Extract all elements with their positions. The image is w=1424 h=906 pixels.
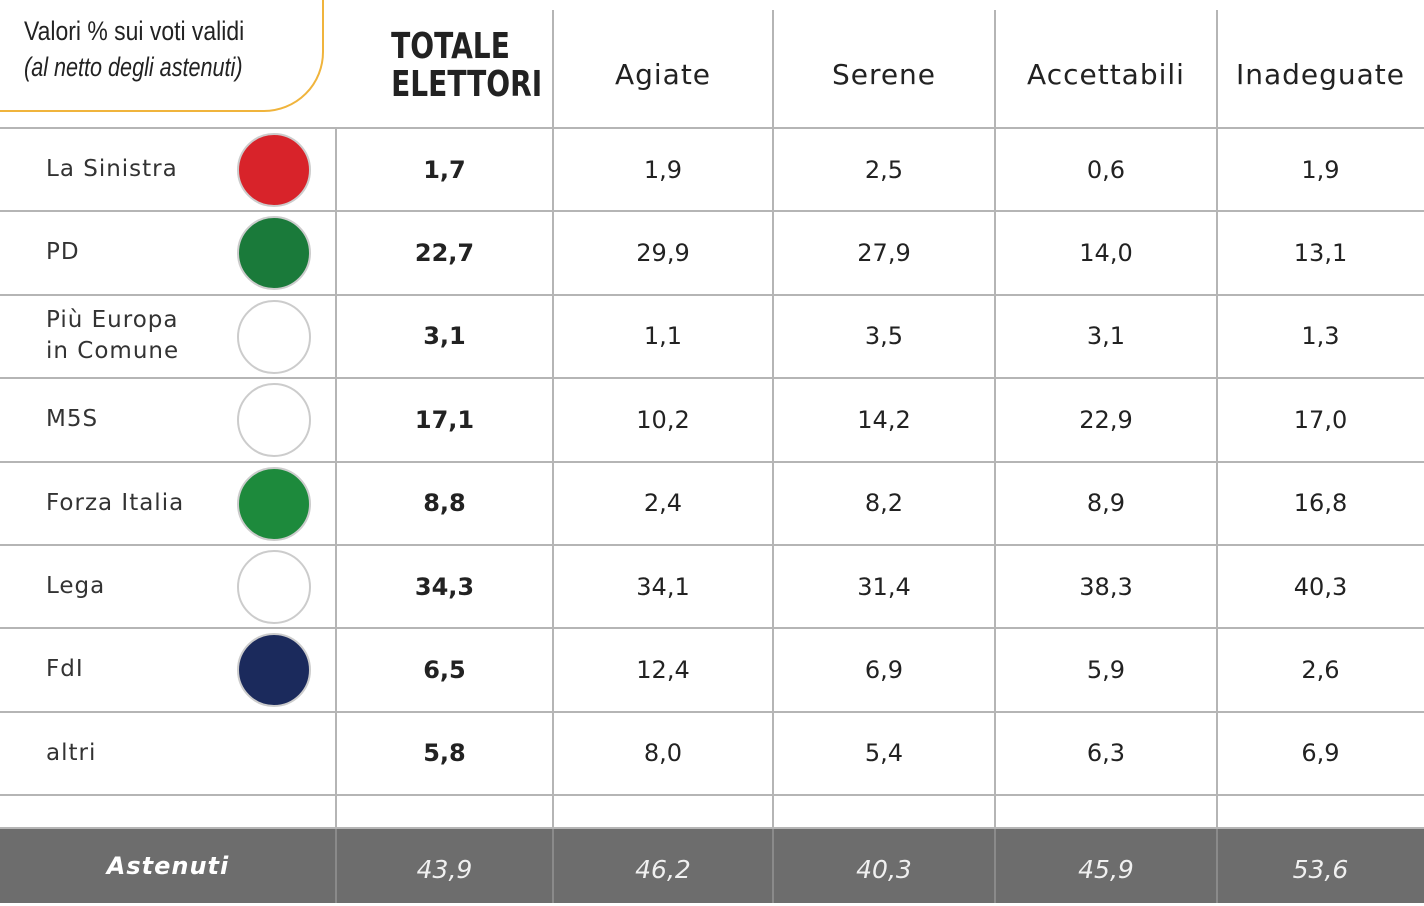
party-logo bbox=[237, 299, 311, 374]
value: 6,9 bbox=[1301, 739, 1340, 768]
h-line bbox=[0, 627, 1424, 630]
party-name: La Sinistra bbox=[46, 156, 178, 182]
value: 2,6 bbox=[1301, 655, 1340, 684]
value: 8,2 bbox=[864, 489, 904, 518]
value: 16,8 bbox=[1293, 489, 1348, 518]
value: 14,2 bbox=[857, 405, 911, 434]
value: 34,1 bbox=[636, 572, 690, 601]
v-line bbox=[552, 829, 554, 903]
value: 6,5 bbox=[423, 655, 466, 684]
h-line bbox=[0, 710, 1424, 713]
party-name: M5S bbox=[46, 406, 99, 433]
value: 6,3 bbox=[1086, 739, 1126, 768]
value: 40,3 bbox=[1293, 572, 1348, 601]
total-header: TOTALE ELETTORI bbox=[391, 26, 543, 105]
value: 1,3 bbox=[1301, 322, 1340, 351]
party-logo bbox=[237, 216, 311, 291]
value: 17,0 bbox=[1293, 405, 1348, 434]
h-line bbox=[0, 127, 1424, 129]
v-line bbox=[335, 829, 337, 903]
party-logo bbox=[237, 133, 311, 207]
value: 29,9 bbox=[636, 238, 690, 267]
party-logo bbox=[237, 466, 311, 541]
h-line bbox=[0, 544, 1424, 546]
value: 1,9 bbox=[1301, 155, 1340, 184]
value: 3,1 bbox=[1086, 322, 1126, 351]
value: 8,0 bbox=[643, 739, 683, 768]
value: 38,3 bbox=[1079, 572, 1133, 601]
note-box bbox=[0, 0, 324, 112]
column-header: Agiate bbox=[614, 57, 712, 91]
value: 5,9 bbox=[1086, 655, 1126, 684]
party-name: Lega bbox=[46, 573, 106, 599]
h-line bbox=[0, 460, 1424, 463]
footer-value: 53,6 bbox=[1292, 854, 1349, 884]
value: 1,7 bbox=[423, 155, 466, 184]
value: 6,9 bbox=[864, 655, 904, 684]
value: 34,3 bbox=[414, 572, 475, 601]
footer-label: Astenuti bbox=[106, 852, 230, 880]
footer-row bbox=[0, 829, 1424, 903]
footer-value: 46,2 bbox=[635, 854, 691, 884]
v-line bbox=[772, 829, 774, 903]
party-logo bbox=[237, 633, 311, 708]
value: 14,0 bbox=[1079, 238, 1133, 267]
column-header: Accettabili bbox=[1027, 57, 1185, 91]
party-name: FdI bbox=[46, 656, 84, 683]
value: 8,8 bbox=[423, 489, 466, 518]
value: 10,2 bbox=[636, 405, 690, 434]
value: 17,1 bbox=[414, 405, 475, 434]
note-sub: (al netto degli astenuti) bbox=[24, 52, 243, 82]
value: 22,9 bbox=[1079, 405, 1133, 434]
party-logo bbox=[237, 550, 311, 624]
column-header: Serene bbox=[831, 57, 937, 91]
value: 2,4 bbox=[643, 489, 683, 518]
value: 1,1 bbox=[643, 322, 683, 351]
value: 1,9 bbox=[643, 155, 683, 184]
footer-value: 45,9 bbox=[1078, 854, 1134, 884]
h-line bbox=[0, 293, 1424, 296]
footer-value: 40,3 bbox=[856, 854, 912, 884]
value: 3,5 bbox=[864, 322, 904, 351]
v-line bbox=[994, 10, 996, 828]
value: 31,4 bbox=[857, 572, 911, 601]
value: 2,5 bbox=[864, 155, 904, 184]
h-line bbox=[0, 210, 1424, 213]
footer-value: 43,9 bbox=[416, 854, 473, 884]
h-line bbox=[0, 827, 1424, 829]
value: 5,8 bbox=[423, 739, 466, 768]
value: 0,6 bbox=[1086, 155, 1126, 184]
party-name: PD bbox=[46, 239, 80, 266]
value: 3,1 bbox=[423, 322, 466, 351]
v-line bbox=[772, 10, 774, 828]
party-name: Forza Italia bbox=[46, 489, 185, 516]
party-name: altri bbox=[46, 739, 97, 766]
v-line bbox=[552, 10, 554, 828]
value: 12,4 bbox=[636, 655, 690, 684]
v-line bbox=[1216, 829, 1218, 903]
value: 22,7 bbox=[414, 238, 475, 267]
value: 27,9 bbox=[857, 238, 911, 267]
value: 13,1 bbox=[1293, 238, 1348, 267]
v-line bbox=[994, 829, 996, 903]
h-line bbox=[0, 794, 1424, 797]
v-line bbox=[1216, 10, 1218, 828]
value: 5,4 bbox=[864, 739, 904, 768]
note: Valori % sui voti validi bbox=[24, 16, 245, 46]
column-header: Inadeguate bbox=[1235, 57, 1406, 91]
h-line bbox=[0, 377, 1424, 380]
party-logo bbox=[237, 383, 311, 458]
v-line bbox=[335, 128, 337, 828]
party-name: Più Europa in Comune bbox=[46, 307, 180, 365]
value: 8,9 bbox=[1086, 489, 1126, 518]
